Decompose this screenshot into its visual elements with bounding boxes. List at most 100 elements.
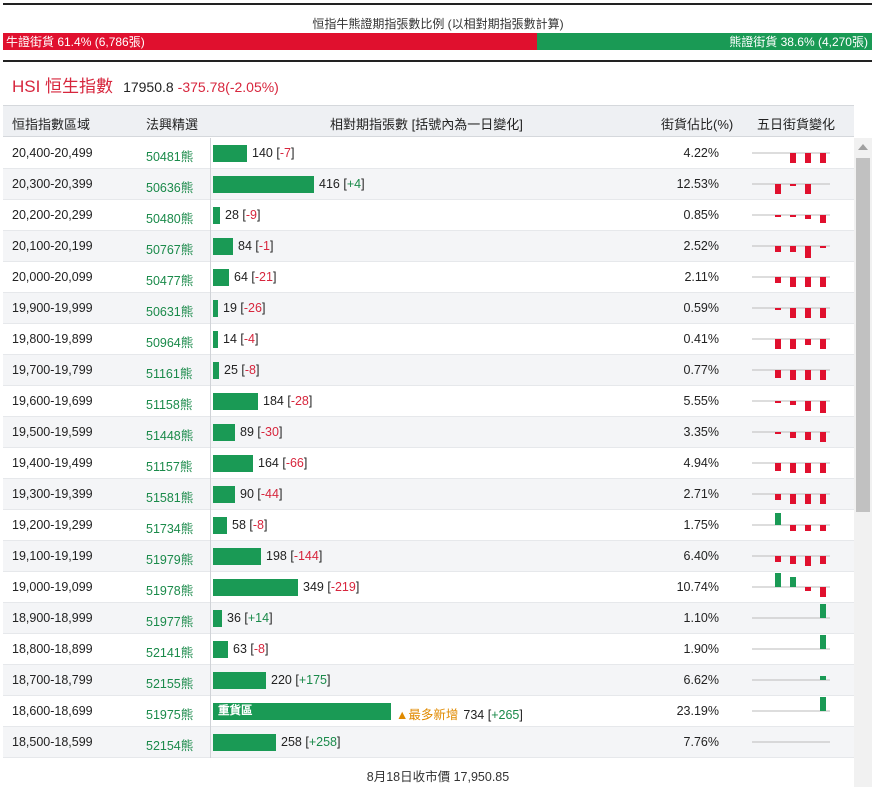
sparkline-bar [775, 339, 781, 349]
contracts-count: 416 [319, 177, 340, 191]
sparkline-bar [775, 463, 781, 471]
warrant-code-link[interactable]: 51975熊 [146, 708, 194, 722]
sparkline-bar [805, 308, 811, 318]
outstanding-ratio: 1.90% [683, 642, 719, 656]
sparkline-bar [790, 153, 796, 163]
contracts-bar [213, 269, 229, 286]
sparkline-bar [805, 246, 811, 258]
table-row: 19,600-19,699 51158熊 184 [-28] 5.55% [3, 386, 854, 417]
daily-change: -4 [243, 332, 255, 346]
sparkline-bar [805, 215, 811, 219]
row-range: 20,300-20,399 [12, 177, 93, 191]
row-range: 19,700-19,799 [12, 363, 93, 377]
warrant-code-link[interactable]: 50964熊 [146, 336, 194, 350]
contracts-bar [213, 734, 276, 751]
row-range: 20,100-20,199 [12, 239, 93, 253]
warrant-code-link[interactable]: 51448熊 [146, 429, 194, 443]
warrant-code-link[interactable]: 51978熊 [146, 584, 194, 598]
outstanding-ratio: 7.76% [683, 735, 719, 749]
sparkline-bar [775, 432, 781, 434]
outstanding-ratio: 3.35% [683, 425, 719, 439]
ratio-title: 恒指牛熊證期指張數比例 (以相對期指張數計算) [312, 17, 564, 31]
sparkline-bar [790, 339, 796, 349]
bull-label: 牛證街貨 61.4% (6,786張) [6, 35, 145, 49]
bear-segment: 熊證街貨 38.6% (4,270張) [536, 33, 872, 50]
sparkline-bar [820, 604, 826, 618]
sparkline-bar [805, 339, 811, 345]
warrant-code-link[interactable]: 50631熊 [146, 305, 194, 319]
contracts-bar [213, 176, 314, 193]
index-name[interactable]: HSI 恒生指數 [12, 77, 114, 96]
five-day-sparkline [752, 493, 830, 504]
contracts-bar [213, 579, 298, 596]
contracts-count: 220 [271, 673, 292, 687]
daily-change: -8 [253, 642, 265, 656]
five-day-sparkline [752, 431, 830, 442]
contracts-bar [213, 393, 258, 410]
warrant-code-link[interactable]: 52141熊 [146, 646, 194, 660]
warrant-code-link[interactable]: 50767熊 [146, 243, 194, 257]
daily-change: -21 [254, 270, 273, 284]
warrant-code-link[interactable]: 51979熊 [146, 553, 194, 567]
sparkline-bar [820, 556, 826, 564]
table-row: 18,700-18,799 52155熊 220 [+175] 6.62% [3, 665, 854, 696]
warrant-code-link[interactable]: 51581熊 [146, 491, 194, 505]
sparkline-bar [820, 277, 826, 287]
contracts-value: 25 [-8] [224, 363, 260, 377]
contracts-value: 63 [-8] [233, 642, 269, 656]
warrant-code-link[interactable]: 51734熊 [146, 522, 194, 536]
sparkline-bar [790, 308, 796, 318]
sparkline-bar [775, 494, 781, 500]
outstanding-ratio: 10.74% [676, 580, 719, 594]
contracts-value: 19 [-26] [223, 301, 266, 315]
five-day-sparkline [752, 214, 830, 223]
sparkline-bar [820, 370, 826, 380]
outstanding-ratio: 0.85% [683, 208, 719, 222]
sparkline-bar [805, 587, 811, 591]
sparkline-bar [775, 277, 781, 283]
contracts-bar [213, 238, 233, 255]
sparkline-bar [820, 153, 826, 163]
warrant-code-link[interactable]: 50477熊 [146, 274, 194, 288]
sparkline-bar [820, 215, 826, 223]
scroll-up-arrow-icon[interactable] [858, 144, 868, 150]
warrant-code-link[interactable]: 51977熊 [146, 615, 194, 629]
contracts-bar [213, 145, 247, 162]
daily-change: -219 [330, 580, 356, 594]
outstanding-ratio: 23.19% [676, 704, 719, 718]
sparkline-bar [805, 401, 811, 411]
scrollbar-thumb[interactable] [856, 158, 870, 512]
daily-change: -144 [293, 549, 319, 563]
five-day-sparkline [752, 741, 830, 743]
contracts-value: 184 [-28] [263, 394, 313, 408]
warrant-code-link[interactable]: 50636熊 [146, 181, 194, 195]
row-range: 20,200-20,299 [12, 208, 93, 222]
daily-change: -66 [285, 456, 304, 470]
warrant-code-link[interactable]: 52154熊 [146, 739, 194, 753]
warrant-code-link[interactable]: 50481熊 [146, 150, 194, 164]
closing-price-footer: 8月18日收市價 17,950.85 [366, 770, 510, 784]
top-divider [3, 3, 872, 5]
row-range: 19,100-19,199 [12, 549, 93, 563]
warrant-code-link[interactable]: 51161熊 [146, 367, 193, 381]
sparkline-bar [790, 525, 796, 531]
warrant-code-link[interactable]: 50480熊 [146, 212, 194, 226]
sparkline-bar [790, 215, 796, 217]
sparkline-bar [805, 184, 811, 194]
outstanding-ratio: 0.59% [683, 301, 719, 315]
contracts-count: 64 [234, 270, 248, 284]
daily-change: -28 [290, 394, 309, 408]
five-day-sparkline [752, 183, 830, 194]
daily-change: -8 [244, 363, 256, 377]
sparkline-bar [790, 432, 796, 438]
sparkline-bar [775, 573, 781, 587]
warrant-code-link[interactable]: 52155熊 [146, 677, 194, 691]
table-body: 20,400-20,499 50481熊 140 [-7] 4.22% 20,300-2… [3, 138, 854, 758]
contracts-value: 140 [-7] [252, 146, 295, 160]
warrant-code-link[interactable]: 51157熊 [146, 460, 193, 474]
warrant-code-link[interactable]: 51158熊 [146, 398, 193, 412]
five-day-sparkline [752, 697, 830, 712]
contracts-count: 140 [252, 146, 273, 160]
contracts-value: 220 [+175] [271, 673, 331, 687]
five-day-sparkline [752, 152, 830, 163]
